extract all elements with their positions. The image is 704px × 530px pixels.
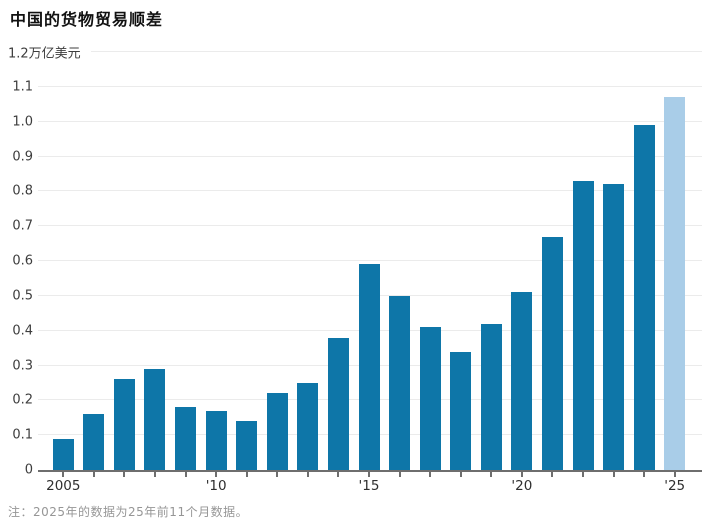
gridline (38, 120, 702, 122)
gridline (38, 190, 702, 192)
y-tick-label: 0.3 (12, 358, 33, 373)
x-tick (337, 472, 340, 477)
chart-title: 中国的货物贸易顺差 (10, 10, 164, 29)
gridline (38, 260, 702, 261)
bar-2005 (52, 438, 74, 470)
bar-2016 (389, 295, 411, 470)
x-tick (459, 472, 462, 477)
x-tick (154, 472, 156, 477)
x-tick (612, 472, 615, 477)
x-tick (490, 472, 493, 477)
y-axis-unit-label: 1.2万亿美元 (8, 42, 91, 62)
x-tick (368, 472, 370, 477)
x-tick (673, 472, 676, 477)
x-tick-label: 2005 (46, 478, 81, 494)
bar-2017 (419, 327, 441, 470)
bar-2007 (113, 379, 135, 470)
x-tick-label: '25 (664, 478, 686, 494)
x-tick-label: '20 (511, 478, 533, 494)
y-tick-label: 1.1 (12, 79, 33, 95)
gridline (38, 225, 702, 227)
x-tick (62, 472, 65, 477)
bar-2008 (144, 368, 166, 470)
y-tick-label: 0.1 (12, 427, 33, 443)
x-tick (92, 472, 95, 477)
gridline (38, 155, 702, 157)
x-tick (643, 472, 646, 477)
x-tick (306, 472, 309, 477)
x-tick (215, 472, 218, 477)
y-tick-label: 0.7 (12, 218, 33, 234)
bars-container (48, 52, 690, 470)
bar-2015 (358, 264, 380, 470)
x-tick (276, 472, 279, 477)
x-tick (245, 472, 248, 477)
x-tick-label: '15 (358, 478, 380, 494)
bar-2010 (205, 410, 227, 470)
y-tick-label: 0 (24, 462, 33, 478)
x-tick (582, 472, 584, 477)
x-tick (551, 472, 554, 477)
bar-2021 (541, 236, 563, 470)
bar-2018 (450, 351, 472, 470)
bar-2009 (175, 407, 197, 470)
bar-2014 (327, 337, 349, 470)
footnote: 注：2025年的数据为25年前11个月数据。 (8, 505, 249, 519)
bar-2024 (633, 125, 655, 470)
y-tick-label: 0.4 (12, 323, 33, 339)
bar-2013 (297, 382, 319, 470)
x-tick (184, 472, 187, 477)
bar-2011 (236, 421, 258, 470)
gridline (38, 85, 702, 87)
x-tick (429, 472, 432, 477)
y-tick-label: 1.0 (12, 114, 33, 130)
x-tick (123, 472, 126, 477)
y-tick-label: 0.2 (12, 392, 33, 408)
x-tick (520, 472, 523, 477)
bar-2025 (664, 97, 686, 470)
bar-2019 (480, 323, 502, 470)
bar-2020 (511, 292, 533, 470)
bar-2022 (572, 180, 594, 470)
bar-2023 (603, 184, 625, 470)
x-tick-label: '10 (205, 478, 227, 494)
x-axis-labels: 2005 '10 '15 '20 '25 (46, 478, 690, 494)
y-tick-label: 0.9 (12, 149, 33, 164)
y-axis-labels: 0 0.1 0.2 0.3 0.4 0.5 0.6 0.7 0.8 0.9 1.0 1.1 1.2万亿美… (0, 42, 91, 478)
x-axis-ticks (48, 472, 690, 477)
y-tick-label: 0.6 (12, 253, 33, 269)
y-tick-label: 0.5 (12, 288, 33, 304)
y-tick-label: 0.8 (12, 183, 33, 199)
bar-2006 (83, 414, 105, 470)
x-tick (398, 472, 401, 477)
x-axis-line (38, 470, 702, 472)
bar-2012 (266, 393, 288, 470)
gridline (38, 51, 702, 52)
